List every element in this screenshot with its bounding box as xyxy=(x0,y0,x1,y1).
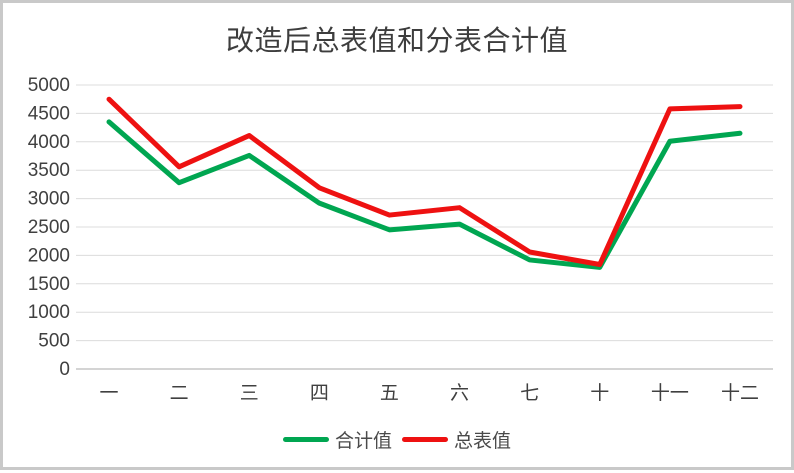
legend-label-zongbiaozhi: 总表值 xyxy=(454,431,512,452)
legend-label-hejizhi: 合计值 xyxy=(334,431,392,452)
y-axis-tick-label: 0 xyxy=(59,359,70,380)
x-axis-category-label: 二 xyxy=(170,383,189,404)
chart-legend: 合计值 总表值 xyxy=(3,426,791,453)
x-axis-category-label: 十 xyxy=(590,382,609,404)
legend-line-swatch-red xyxy=(402,437,448,442)
y-axis-tick-label: 5000 xyxy=(28,75,70,96)
legend-item-zongbiaozhi: 总表值 xyxy=(402,426,511,453)
y-axis-tick-label: 4000 xyxy=(28,132,70,153)
x-axis-category-label: 七 xyxy=(520,382,539,404)
y-axis-tick-label: 3500 xyxy=(28,160,70,181)
series-line-1 xyxy=(106,96,743,267)
x-axis-category-label: 一 xyxy=(99,383,118,404)
x-axis-category-label: 三 xyxy=(240,383,259,404)
line-chart-plot: 0 500 1000 1500 2000 2500 3000 3500 4000 4500 5000… xyxy=(28,75,773,404)
x-axis-category-label: 六 xyxy=(450,382,469,404)
series-line-0 xyxy=(106,119,743,270)
legend-line-swatch-green xyxy=(282,437,329,442)
y-axis-tick-label: 4500 xyxy=(28,103,70,124)
x-axis-category-label: 五 xyxy=(380,383,399,404)
y-axis-tick-label: 1000 xyxy=(28,302,70,323)
chart-title: 改造后总表值和分表合计值 xyxy=(225,25,568,56)
y-axis-tick-label: 2000 xyxy=(28,245,70,266)
y-axis-tick-label: 3000 xyxy=(28,189,70,210)
y-axis-tick-label: 1500 xyxy=(28,274,70,295)
y-axis-tick-label: 2500 xyxy=(28,217,70,238)
x-axis-category-label: 十二 xyxy=(721,382,759,404)
x-axis-category-label: 四 xyxy=(310,383,329,404)
y-axis-tick-label: 500 xyxy=(38,331,70,352)
x-axis-category-label: 十一 xyxy=(651,382,689,404)
legend-item-hejizhi: 合计值 xyxy=(282,426,392,453)
